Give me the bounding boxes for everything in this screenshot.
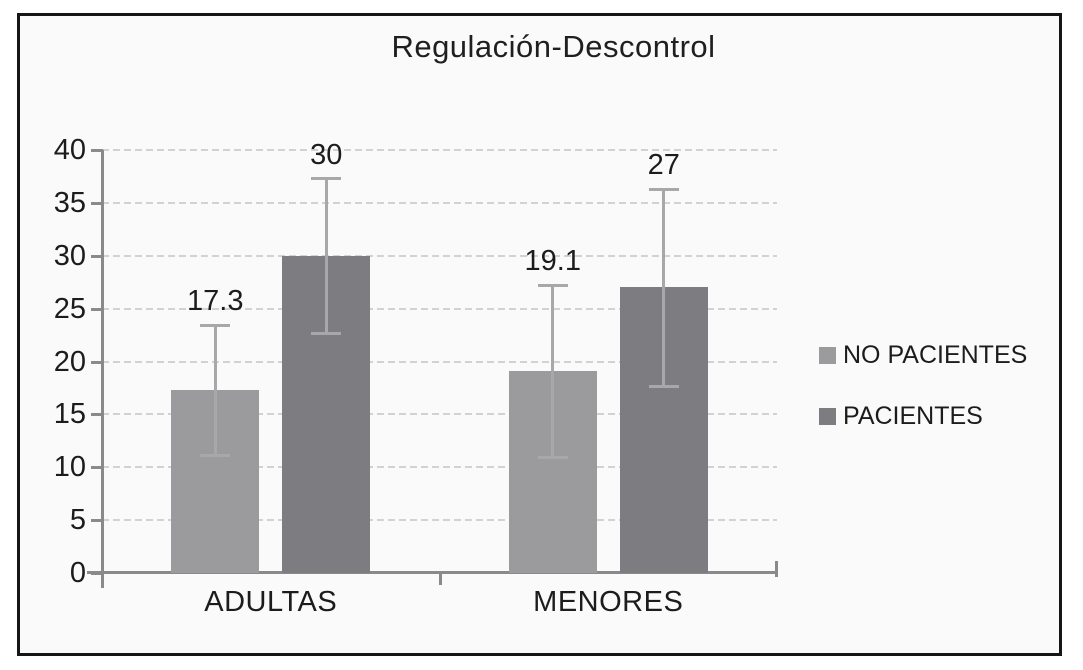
y-tick-label-10: 10: [53, 451, 86, 484]
y-tick-5: [91, 519, 103, 523]
y-tick-label-20: 20: [53, 345, 86, 378]
error-bar-adultas-no-pacientes: [213, 324, 217, 456]
value-label-adultas-pacientes: 30: [310, 138, 343, 171]
plot-area: 0 5 10 15 20 25 30 35 40 17.3 30 ADULTAS 19.1 27 MENOR…: [54, 135, 778, 618]
legend-label-no-pacientes: NO PACIENTES: [843, 340, 1028, 369]
value-label-menores-no-pacientes: 19.1: [524, 245, 581, 278]
x-axis: [87, 571, 778, 574]
y-tick-20: [91, 360, 103, 364]
chart-frame: Regulación-Descontrol 0 5 10 15 20 25 30 35 40 17…: [17, 13, 1062, 656]
gridline-30: [102, 254, 777, 257]
value-label-adultas-no-pacientes: 17.3: [187, 285, 244, 318]
y-tick-label-40: 40: [53, 134, 86, 166]
y-tick-10: [91, 466, 103, 470]
chart-title: Regulación-Descontrol: [391, 29, 716, 64]
error-cap-bottom-adultas-no-pacientes: [200, 453, 231, 457]
gridline-25: [102, 307, 777, 310]
gridline-15: [102, 413, 777, 416]
gridline-10: [102, 466, 777, 469]
error-bar-adultas-pacientes: [324, 177, 328, 334]
value-label-menores-pacientes: 27: [647, 149, 680, 182]
gridline-5: [102, 519, 777, 522]
error-cap-bottom-menores-no-pacientes: [537, 455, 568, 459]
y-tick-label-0: 0: [69, 557, 86, 589]
x-tick-end: [775, 561, 778, 577]
legend-swatch-no-pacientes: [819, 346, 836, 364]
y-tick-label-15: 15: [53, 398, 86, 431]
gridline-40: [102, 149, 777, 151]
error-cap-top-adultas-pacientes: [311, 177, 342, 181]
error-cap-top-menores-pacientes: [648, 188, 679, 192]
y-tick-40: [91, 149, 103, 152]
category-label-adultas: ADULTAS: [204, 586, 338, 618]
y-tick-label-35: 35: [53, 186, 86, 219]
y-tick-15: [91, 413, 103, 417]
legend-item-no-pacientes: NO PACIENTES: [819, 338, 1027, 372]
error-cap-top-adultas-no-pacientes: [200, 324, 231, 328]
y-tick-label-30: 30: [53, 239, 86, 272]
y-axis: [101, 150, 104, 588]
y-tick-25: [91, 307, 103, 311]
error-bar-menores-no-pacientes: [551, 284, 555, 458]
error-bar-menores-pacientes: [662, 188, 666, 387]
error-cap-bottom-adultas-pacientes: [311, 332, 342, 335]
legend-swatch-pacientes: [819, 407, 836, 425]
legend-label-pacientes: PACIENTES: [843, 401, 983, 430]
error-cap-top-menores-no-pacientes: [537, 284, 568, 288]
y-tick-label-5: 5: [69, 504, 86, 537]
y-tick-0: [91, 572, 103, 575]
y-tick-label-25: 25: [53, 292, 86, 325]
y-tick-30: [91, 254, 103, 258]
legend-item-pacientes: PACIENTES: [819, 399, 983, 433]
y-tick-35: [91, 201, 103, 205]
gridline-20: [102, 360, 777, 363]
x-tick-boundary-1: [438, 573, 442, 585]
error-cap-bottom-menores-pacientes: [648, 384, 679, 388]
category-label-menores: MENORES: [533, 586, 684, 618]
gridline-35: [102, 201, 777, 204]
